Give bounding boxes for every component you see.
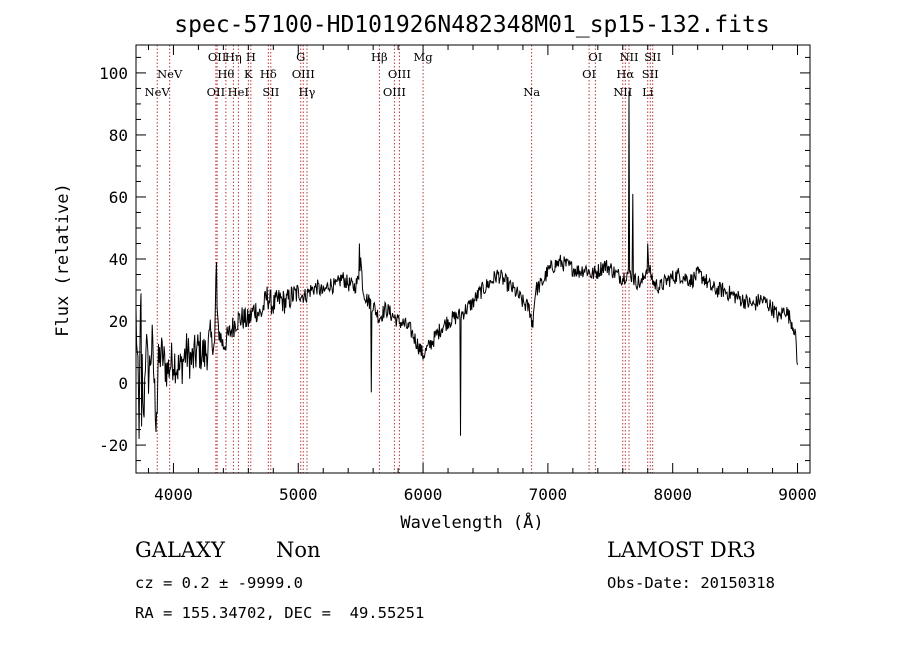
observation-date: Obs-Date: 20150318 xyxy=(607,574,775,592)
object-subclass: Non xyxy=(276,538,321,562)
y-tick-label: 60 xyxy=(109,188,128,207)
y-tick-label: 100 xyxy=(99,64,128,83)
plot-frame xyxy=(135,44,811,474)
reference-line-label: H xyxy=(246,50,256,64)
reference-line-label: OIII xyxy=(388,67,411,81)
reference-line-label: HeI xyxy=(228,85,249,99)
reference-line-label: Hβ xyxy=(371,50,388,64)
x-axis-label: Wavelength (Å) xyxy=(400,511,543,533)
reference-line-label: OIII xyxy=(292,67,315,81)
reference-line-label: OII xyxy=(207,85,226,99)
reference-line-label: K xyxy=(244,67,253,81)
reference-line-label: SII xyxy=(262,85,279,99)
reference-line-label: Li xyxy=(642,85,654,99)
x-tick-label: 6000 xyxy=(404,485,443,504)
y-tick-label: -20 xyxy=(99,436,128,455)
object-class: GALAXY xyxy=(135,538,225,562)
reference-lines xyxy=(156,45,654,473)
x-tick-label: 4000 xyxy=(154,485,193,504)
reference-line-label: Hδ xyxy=(260,67,277,81)
reference-line-label: SII xyxy=(644,50,661,64)
reference-line-label: NII xyxy=(619,50,638,64)
y-tick-label: 40 xyxy=(109,250,128,269)
x-axis-ticks: 4000 5000 6000 7000 8000 9000 xyxy=(147,45,817,504)
survey-name: LAMOST DR3 xyxy=(607,538,756,562)
reference-line-label: Hη xyxy=(225,50,242,64)
reference-line-label: Hγ xyxy=(299,85,316,99)
x-tick-label: 7000 xyxy=(529,485,568,504)
y-axis-label: Flux (relative) xyxy=(53,183,73,337)
y-tick-label: 0 xyxy=(118,374,128,393)
reference-line-label: Hα xyxy=(616,67,634,81)
x-tick-label: 5000 xyxy=(279,485,318,504)
y-axis-ticks: -20 0 20 40 60 80 100 xyxy=(99,56,810,462)
reference-line-label: NII xyxy=(613,85,632,99)
reference-line-label: OII xyxy=(208,50,227,64)
x-tick-label: 9000 xyxy=(778,485,817,504)
reference-line-label: Mg xyxy=(414,50,434,64)
x-tick-label: 8000 xyxy=(653,485,692,504)
coordinates: RA = 155.34702, DEC = 49.55251 xyxy=(135,604,425,622)
reference-line-label: OI xyxy=(588,50,602,64)
reference-line-label: Hθ xyxy=(217,67,234,81)
y-tick-label: 80 xyxy=(109,126,128,145)
reference-line-label: OIII xyxy=(383,85,406,99)
y-tick-label: 20 xyxy=(109,312,128,331)
chart-title: spec-57100-HD101926N482348M01_sp15-132.f… xyxy=(174,12,769,38)
reference-line-label: SII xyxy=(642,67,659,81)
reference-line-label: NeV xyxy=(157,67,183,81)
reference-line-label: Na xyxy=(523,85,540,99)
redshift-cz: cz = 0.2 ± -9999.0 xyxy=(135,574,303,592)
reference-line-label: NeV xyxy=(145,85,171,99)
reference-line-label: G xyxy=(296,50,305,64)
reference-line-labels: NeVNeVOIIOIIHθHηHeIKHHδSIIGOIIIHγHβOIIIO… xyxy=(145,50,662,99)
spectrum-line xyxy=(135,91,798,439)
reference-line-label: OI xyxy=(582,67,596,81)
